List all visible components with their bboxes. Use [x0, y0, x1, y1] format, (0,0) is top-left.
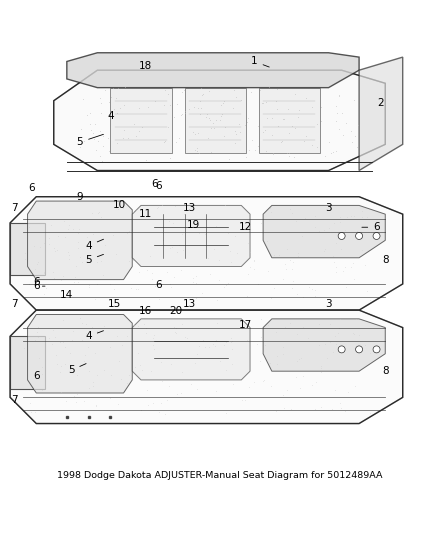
Text: 13: 13	[182, 203, 195, 213]
Circle shape	[372, 232, 379, 239]
Circle shape	[355, 232, 362, 239]
Text: 6: 6	[33, 370, 39, 381]
Text: 18: 18	[138, 61, 152, 71]
Circle shape	[372, 346, 379, 353]
Circle shape	[355, 346, 362, 353]
Text: 17: 17	[239, 320, 252, 330]
Text: 6: 6	[155, 280, 161, 290]
Text: 1998 Dodge Dakota ADJUSTER-Manual Seat Diagram for 5012489AA: 1998 Dodge Dakota ADJUSTER-Manual Seat D…	[57, 471, 381, 480]
Polygon shape	[132, 319, 250, 380]
Polygon shape	[10, 336, 45, 389]
Polygon shape	[28, 314, 132, 393]
Polygon shape	[358, 57, 402, 171]
Text: 11: 11	[138, 209, 152, 219]
Polygon shape	[28, 201, 132, 280]
Text: 2: 2	[377, 98, 383, 108]
Text: 7: 7	[11, 298, 18, 309]
Text: 1: 1	[251, 56, 268, 67]
Text: 12: 12	[239, 222, 252, 232]
Text: 5: 5	[68, 364, 86, 375]
Text: 6: 6	[150, 179, 157, 189]
Polygon shape	[10, 197, 402, 310]
Polygon shape	[262, 319, 385, 371]
Polygon shape	[10, 223, 45, 275]
Text: 14: 14	[60, 290, 73, 300]
Text: 5: 5	[85, 254, 103, 265]
Text: 6: 6	[33, 277, 39, 287]
Circle shape	[337, 346, 344, 353]
Text: 6: 6	[155, 181, 161, 191]
Text: 19: 19	[186, 220, 199, 230]
Text: 4: 4	[85, 330, 103, 341]
Text: 7: 7	[11, 203, 18, 213]
Text: 9: 9	[76, 192, 83, 201]
Text: 20: 20	[169, 306, 182, 316]
Polygon shape	[10, 310, 402, 424]
Text: 13: 13	[182, 298, 195, 309]
Text: 4: 4	[85, 239, 103, 251]
Text: 8: 8	[381, 255, 388, 265]
Text: 6: 6	[361, 222, 379, 232]
Polygon shape	[184, 87, 245, 153]
Polygon shape	[67, 53, 358, 87]
Text: 5: 5	[76, 134, 103, 147]
Text: 3: 3	[325, 203, 331, 213]
Text: 15: 15	[108, 298, 121, 309]
Polygon shape	[258, 87, 319, 153]
Text: 3: 3	[325, 298, 331, 309]
Circle shape	[337, 232, 344, 239]
Polygon shape	[262, 205, 385, 258]
Polygon shape	[53, 70, 385, 171]
Text: 10: 10	[113, 200, 125, 211]
Polygon shape	[132, 205, 250, 266]
Text: 7: 7	[11, 394, 18, 405]
Polygon shape	[110, 87, 171, 153]
Text: 16: 16	[138, 306, 152, 316]
Text: 4: 4	[107, 111, 113, 121]
Text: 6: 6	[33, 281, 45, 291]
Text: 6: 6	[28, 183, 35, 193]
Text: 8: 8	[381, 366, 388, 376]
